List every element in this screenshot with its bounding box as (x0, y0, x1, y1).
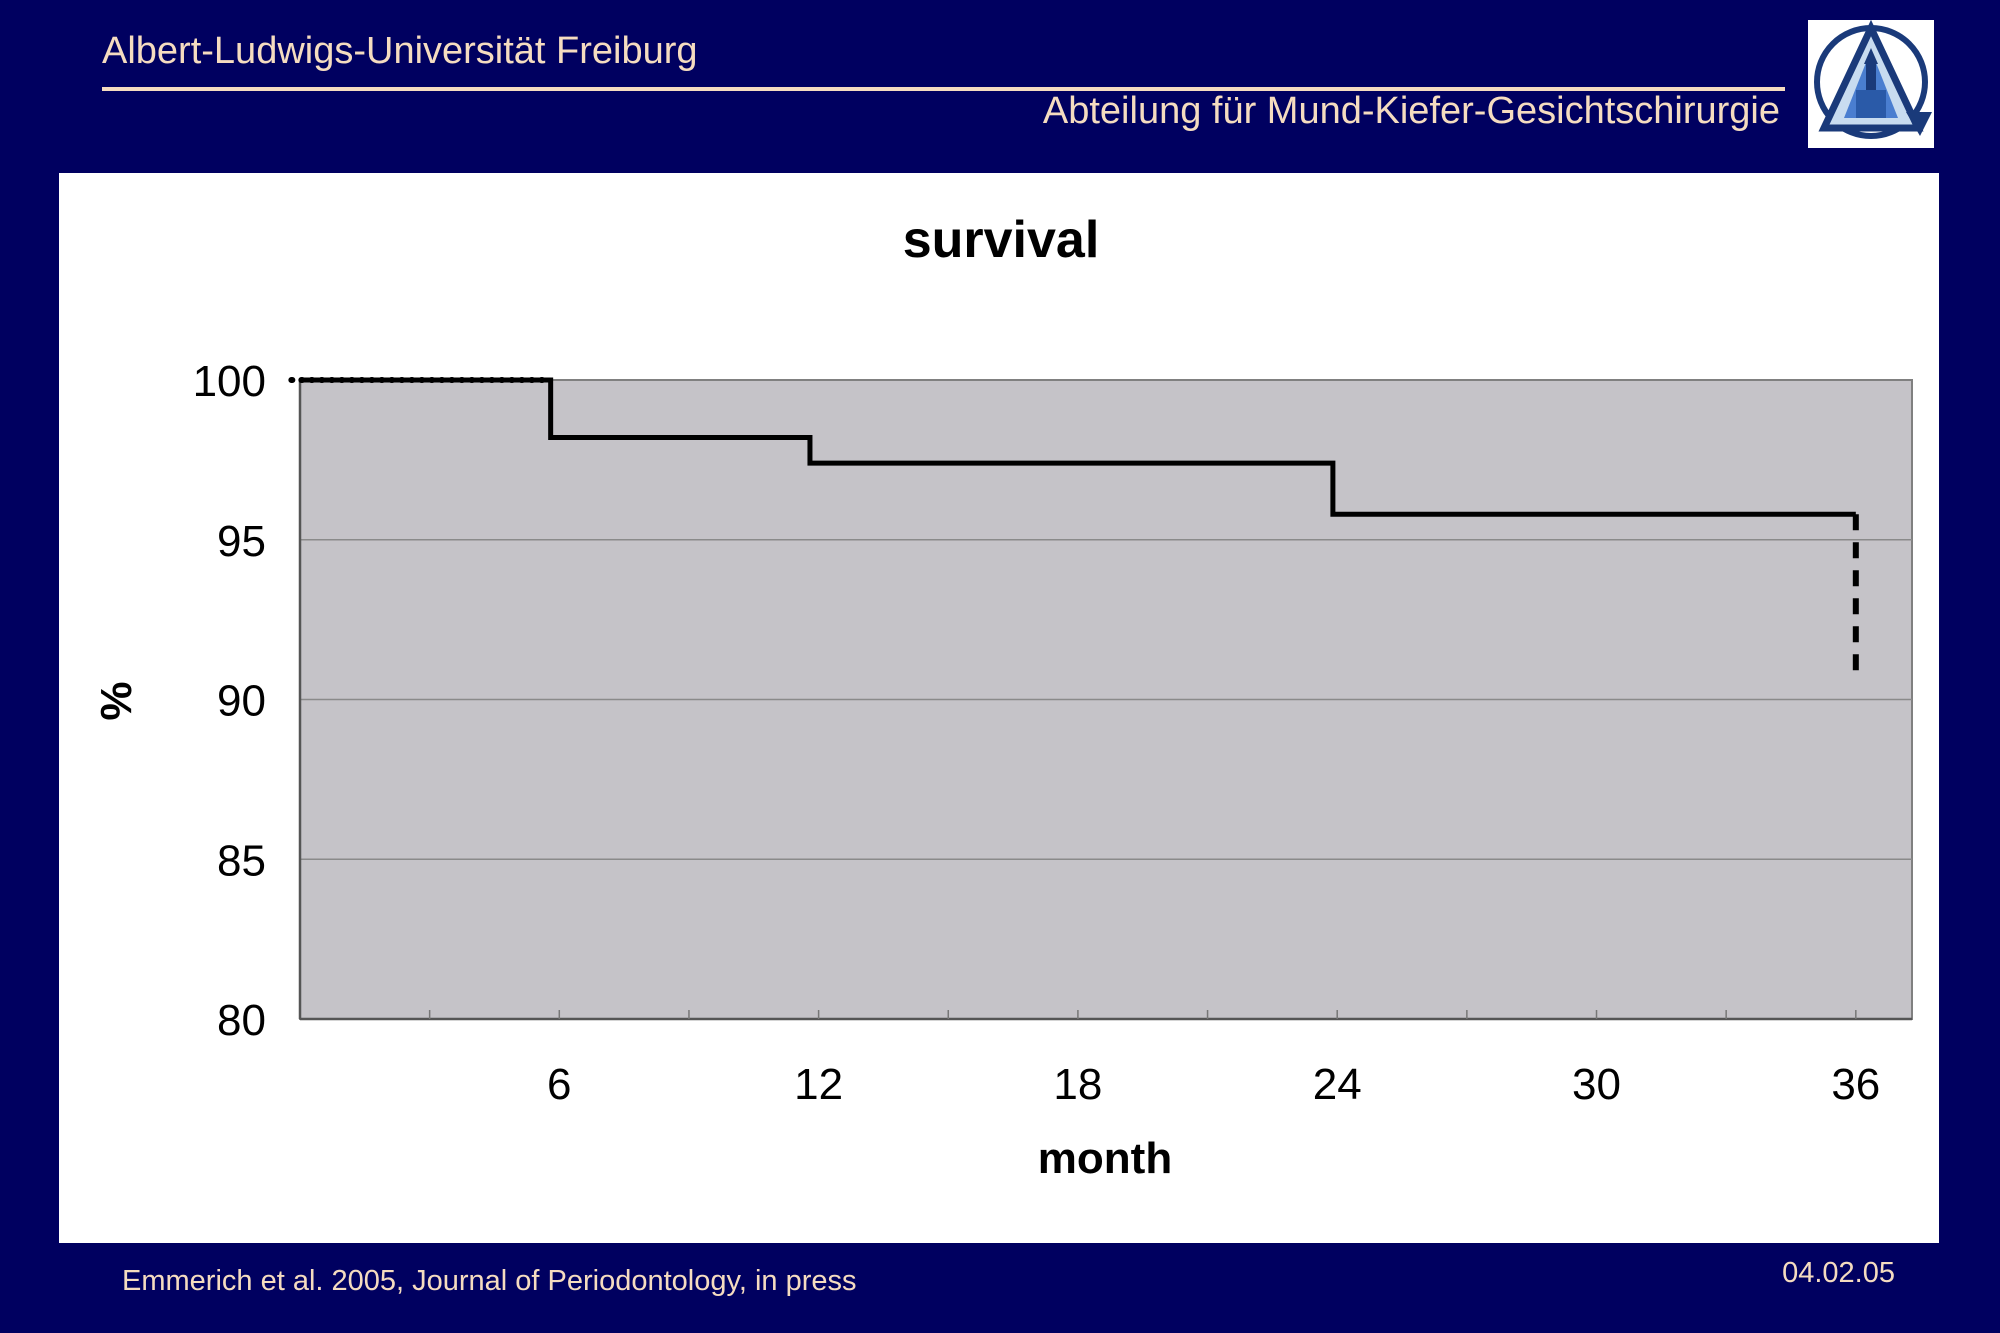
y-tick-label: 90 (217, 677, 266, 726)
y-tick-label: 100 (193, 357, 266, 406)
x-tick-label: 6 (547, 1060, 571, 1109)
citation: Emmerich et al. 2005, Journal of Periodo… (122, 1265, 857, 1297)
y-tick-label: 95 (217, 517, 266, 566)
university-logo-icon (1808, 19, 1934, 148)
x-tick-label: 36 (1831, 1060, 1880, 1109)
chart-panel: survival 6 12 18 24 30 36 80 85 90 95 100 month % (59, 173, 1939, 1243)
y-tick-label: 85 (217, 836, 266, 885)
grid-lines (300, 539, 1912, 860)
y-tick-label: 80 (217, 996, 266, 1045)
department-name: Abteilung für Mund-Kiefer-Gesichtschirur… (1042, 90, 1780, 132)
chart-title: survival (903, 211, 1100, 269)
survival-step-line (300, 377, 1856, 517)
date: 04.02.05 (1782, 1257, 1895, 1289)
x-tick-label: 18 (1053, 1060, 1102, 1109)
survival-chart: survival 6 12 18 24 30 36 80 85 90 95 100 month % (92, 211, 1913, 1183)
tick-labels: 6 12 18 24 30 36 80 85 90 95 100 (193, 357, 1881, 1109)
x-axis-label: month (1038, 1134, 1172, 1183)
x-tick-label: 30 (1572, 1060, 1621, 1109)
x-tick-label: 12 (794, 1060, 843, 1109)
university-name: Albert-Ludwigs-Universität Freiburg (102, 30, 698, 72)
x-tick-label: 24 (1313, 1060, 1362, 1109)
header-divider (102, 87, 1785, 91)
series-layer (288, 377, 1859, 671)
y-axis-label: % (92, 681, 141, 720)
axes (298, 380, 1912, 1021)
